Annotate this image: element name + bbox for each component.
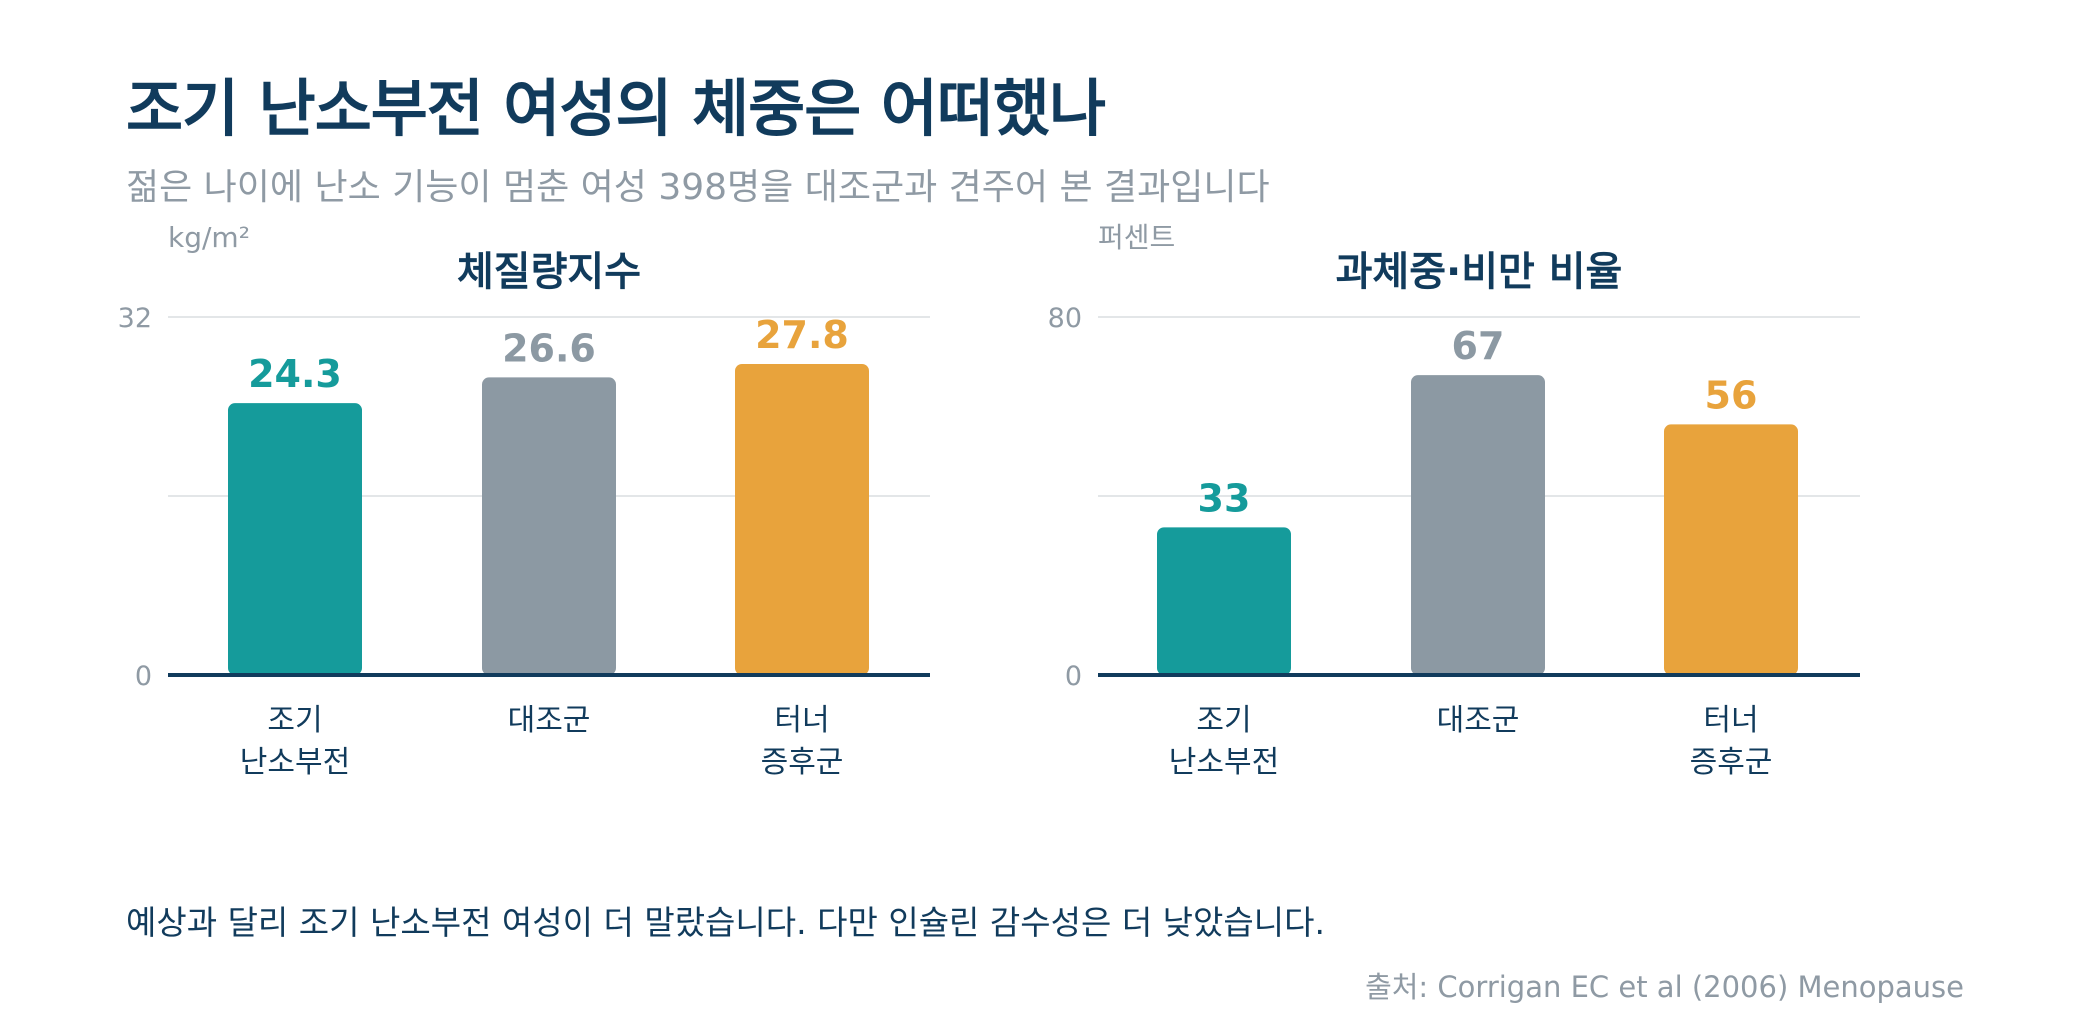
chart-1-bar-2 [482, 377, 616, 675]
chart-1-ytick-max: 32 [118, 303, 152, 334]
chart-2-value-label-2: 67 [1452, 324, 1505, 368]
chart-2-ytick-max: 80 [1048, 303, 1082, 334]
page-subtitle: 젊은 나이에 난소 기능이 멈춘 여성 398명을 대조군과 견주어 본 결과입… [126, 167, 1270, 208]
chart-1-bar-3 [735, 363, 869, 675]
chart-2-bar-3 [1664, 424, 1798, 675]
chart-2-category-label-2: 대조군 [1437, 703, 1520, 738]
chart-2-title: 과체중·비만 비율 [1336, 249, 1623, 295]
page-title: 조기 난소부전 여성의 체중은 어떠했나 [126, 72, 1106, 145]
chart-2-category-label-3: 증후군 [1690, 745, 1773, 780]
chart-1-category-label-1: 조기 [267, 703, 322, 738]
chart-1-value-label-2: 26.6 [502, 326, 596, 370]
chart-1-category-label-1: 난소부전 [240, 745, 350, 780]
chart-2-ytick-min: 0 [1065, 661, 1082, 692]
takeaway-text: 예상과 달리 조기 난소부전 여성이 더 말랐습니다. 다만 인슐린 감수성은 … [126, 903, 1325, 942]
chart-1-title: 체질량지수 [457, 249, 641, 295]
chart-2-value-label-1: 33 [1198, 476, 1251, 520]
chart-1-bar-1 [228, 403, 362, 675]
chart-1-value-label-3: 27.8 [755, 313, 849, 357]
source-note: 출처: Corrigan EC et al (2006) Menopause [1365, 970, 1964, 1004]
chart-2-bar-2 [1411, 375, 1545, 675]
chart-1-category-label-2: 대조군 [508, 703, 591, 738]
chart-2-value-label-3: 56 [1705, 373, 1758, 417]
chart-1-category-label-3: 증후군 [761, 745, 844, 780]
chart-1-unit-label: kg/m² [168, 221, 250, 254]
chart-2-category-label-1: 난소부전 [1169, 745, 1279, 780]
chart-2-unit-label: 퍼센트 [1098, 221, 1175, 254]
chart-1-category-label-3: 터너 [774, 703, 829, 738]
chart-1-value-label-1: 24.3 [248, 352, 342, 396]
chart-1-ytick-min: 0 [135, 661, 152, 692]
chart-2-category-label-3: 터너 [1703, 703, 1758, 738]
chart-2-bar-1 [1157, 527, 1291, 675]
chart-2-category-label-1: 조기 [1196, 703, 1251, 738]
